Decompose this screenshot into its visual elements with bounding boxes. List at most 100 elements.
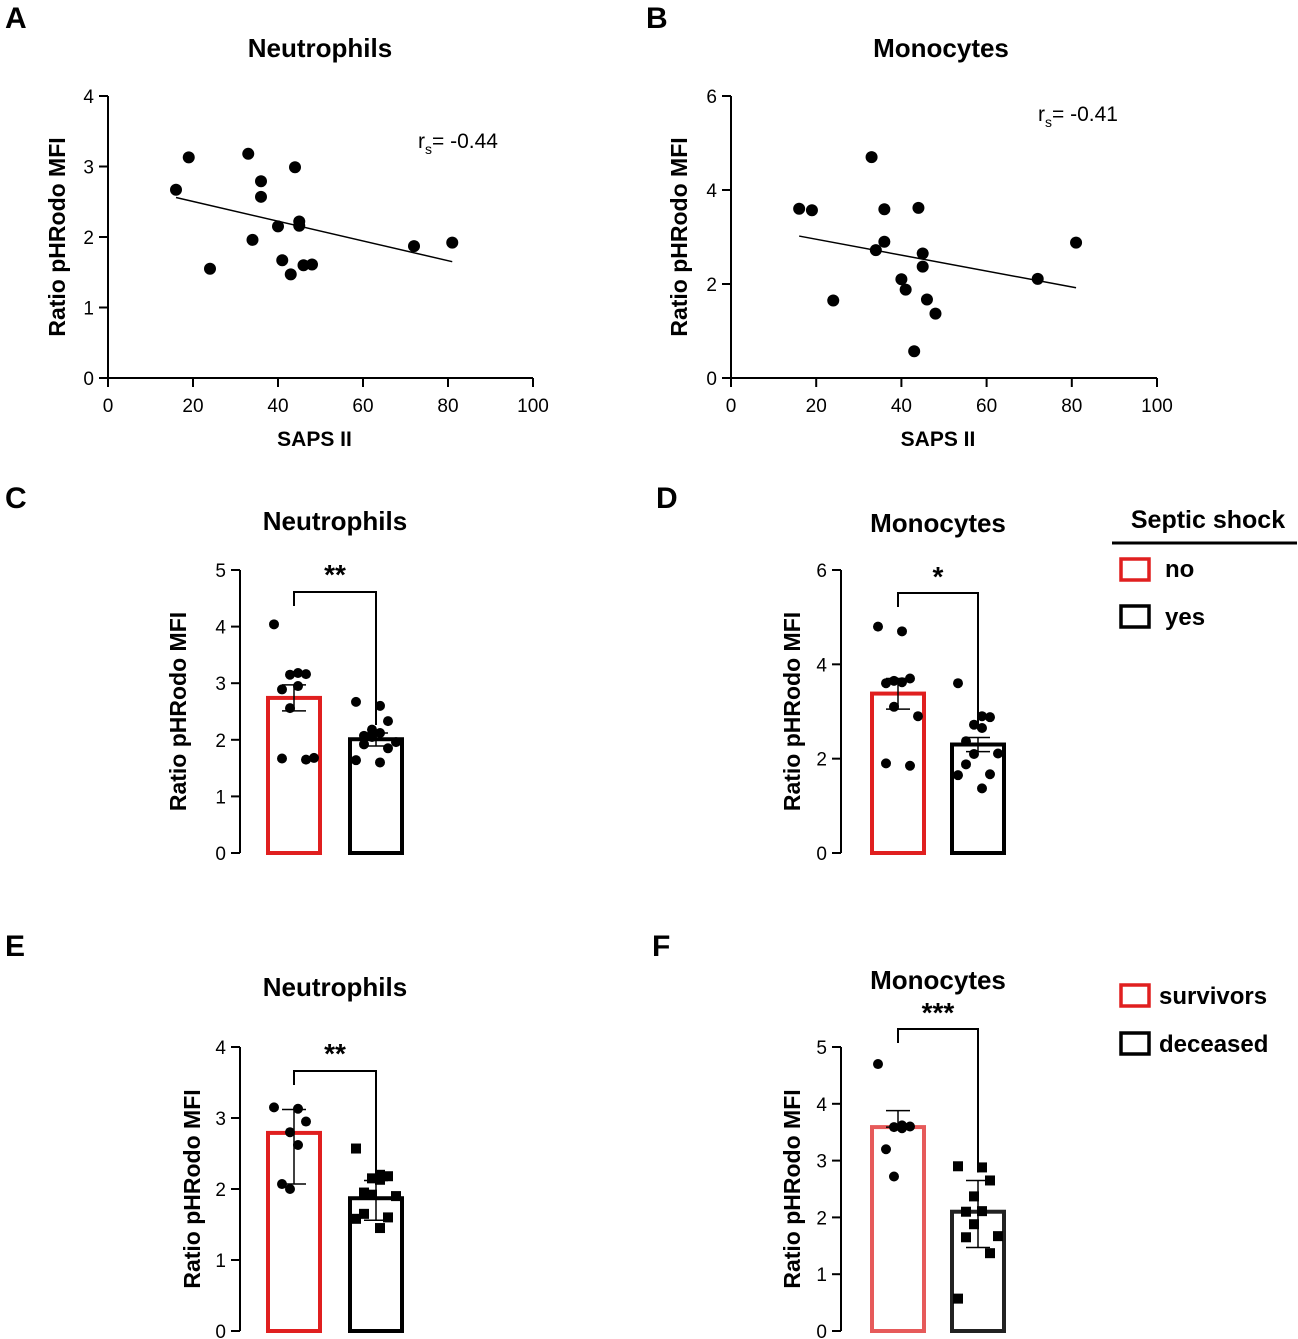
panel-d-data-point [953, 770, 963, 781]
panel-f-y-tick-label: 5 [816, 1038, 827, 1059]
panel-c-data-point [293, 681, 303, 692]
panel-a-fit-line [175, 196, 453, 263]
panel-e-y-tick-label: 2 [215, 1180, 226, 1201]
panel-a-title: Neutrophils [248, 33, 392, 63]
panel-d-data-point [881, 758, 891, 769]
panel-f-data-point [985, 1248, 995, 1259]
panel-d-y-label: Ratio pHRodo MFI [779, 612, 805, 811]
panel-f-data-point [977, 1162, 987, 1173]
panel-f-data-point [969, 1191, 979, 1202]
panel-a-data-point [306, 258, 318, 271]
panel-c-data-point [285, 669, 295, 680]
panel-e-bar: Neutrophils Ratio pHRodo MFI 0 1 2 3 4 ** [179, 972, 407, 1339]
panel-f-data-point [961, 1232, 971, 1243]
panel-c-data-point [351, 696, 361, 707]
panel-a-data-point [246, 233, 259, 246]
panel-d-data-point [873, 621, 883, 632]
panel-a-x-tick-label: 40 [267, 396, 288, 417]
panel-a-data-point [272, 220, 284, 233]
panel-a-y-tick-label: 2 [83, 228, 94, 249]
panel-d-data-point [905, 760, 915, 771]
panel-d-data-point [977, 723, 987, 734]
panel-e-data-point [285, 1127, 295, 1138]
panel-c-data-point [309, 752, 319, 763]
panel-b-data-point [920, 293, 933, 306]
panel-e-data-point [367, 1189, 377, 1200]
panel-c-data-point [367, 731, 377, 742]
panel-d-data-point [993, 748, 1003, 759]
legend-label-survivors: survivors [1159, 983, 1267, 1010]
panel-f-y-tick-label: 3 [816, 1152, 827, 1173]
panel-b-y-label: Ratio pHRodo MFI [666, 137, 692, 336]
panel-c-data-point [367, 724, 377, 735]
panel-c-y-tick-label: 2 [215, 731, 226, 752]
panel-a-data-point [293, 219, 306, 232]
panel-d-bar: Monocytes Ratio pHRodo MFI 0 2 4 6 * [779, 508, 1006, 865]
panel-a-data-point [204, 262, 216, 275]
panel-c-data-point [359, 739, 369, 750]
panel-b-title: Monocytes [873, 33, 1009, 63]
panel-f-y-label: Ratio pHRodo MFI [779, 1089, 805, 1288]
panel-e-data-point [351, 1143, 361, 1154]
panel-c-bar: Neutrophils Ratio pHRodo MFI 0 1 2 3 4 5 ** [165, 506, 407, 865]
panel-d-data-point [897, 626, 907, 637]
panel-c-title: Neutrophils [263, 506, 407, 536]
panel-e-data-point [351, 1213, 361, 1224]
panel-b-data-point [916, 260, 929, 273]
panel-d-significance-bracket [897, 592, 979, 730]
panel-c-data-point [301, 754, 311, 765]
panel-a-x-tick-label: 100 [517, 396, 549, 417]
panel-f-data-point [873, 1059, 883, 1070]
panel-a-y-tick-label: 1 [83, 299, 94, 320]
panel-a-y-label: Ratio pHRodo MFI [44, 137, 70, 336]
panel-e-y-label: Ratio pHRodo MFI [179, 1089, 205, 1288]
panel-a-data-point [255, 190, 267, 203]
panel-a-x-tick-label: 80 [437, 396, 458, 417]
legend-swatch-survivors [1119, 983, 1151, 1008]
panel-b-data-point [878, 235, 891, 248]
panel-c-data-point [277, 753, 287, 764]
panel-f-data-point [897, 1123, 907, 1134]
panel-b-x-tick-label: 0 [726, 396, 737, 417]
panel-b-y-tick-label: 0 [706, 369, 717, 390]
panel-f-data-point [889, 1171, 899, 1182]
panel-b-x-tick-label: 80 [1061, 396, 1082, 417]
panel-b-data-point [827, 294, 840, 307]
panel-c-y-label: Ratio pHRodo MFI [165, 612, 191, 811]
panel-d-significance-stars: * [933, 561, 944, 592]
panel-b-data-point [895, 273, 908, 286]
panel-b-x-tick-label: 100 [1141, 396, 1173, 417]
panel-a-correlation-label: rs= -0.44 [418, 130, 498, 157]
panel-f-significance-stars: *** [922, 997, 955, 1028]
panel-d-data-point [913, 711, 923, 722]
panel-d-data-point [969, 719, 979, 730]
panel-c-y-tick-label: 4 [215, 618, 226, 639]
panel-b-data-point [869, 244, 882, 257]
panel-a-data-point [255, 175, 267, 188]
panel-f-significance-bracket [897, 1028, 979, 1173]
panel-d-bar-yes [950, 742, 1006, 855]
panel-d-data-point [881, 678, 891, 689]
panel-letter-e: E [5, 930, 25, 963]
panel-a-data-point [289, 161, 301, 174]
legend-swatch-deceased [1119, 1031, 1151, 1056]
panel-f-title: Monocytes [870, 965, 1006, 995]
panel-d-data-point [977, 783, 987, 794]
panel-b-data-point [793, 202, 806, 215]
panel-f-data-point [953, 1293, 963, 1304]
panel-d-data-point [985, 712, 995, 723]
panel-e-data-point [359, 1187, 369, 1198]
panel-c-data-point [293, 668, 303, 679]
panel-c-bar-no [266, 695, 322, 856]
panel-b-y-tick-label: 6 [706, 87, 717, 108]
panel-a-data-point [446, 236, 459, 249]
panel-a-x-tick-label: 20 [182, 396, 203, 417]
panel-e-significance-stars: ** [324, 1038, 346, 1069]
panel-a-x-tick-label: 60 [352, 396, 373, 417]
panel-e-y-tick-label: 0 [215, 1322, 226, 1339]
panel-a-data-point [242, 147, 255, 160]
panel-b-fit-line [799, 235, 1077, 289]
panel-c-data-point [383, 716, 393, 727]
